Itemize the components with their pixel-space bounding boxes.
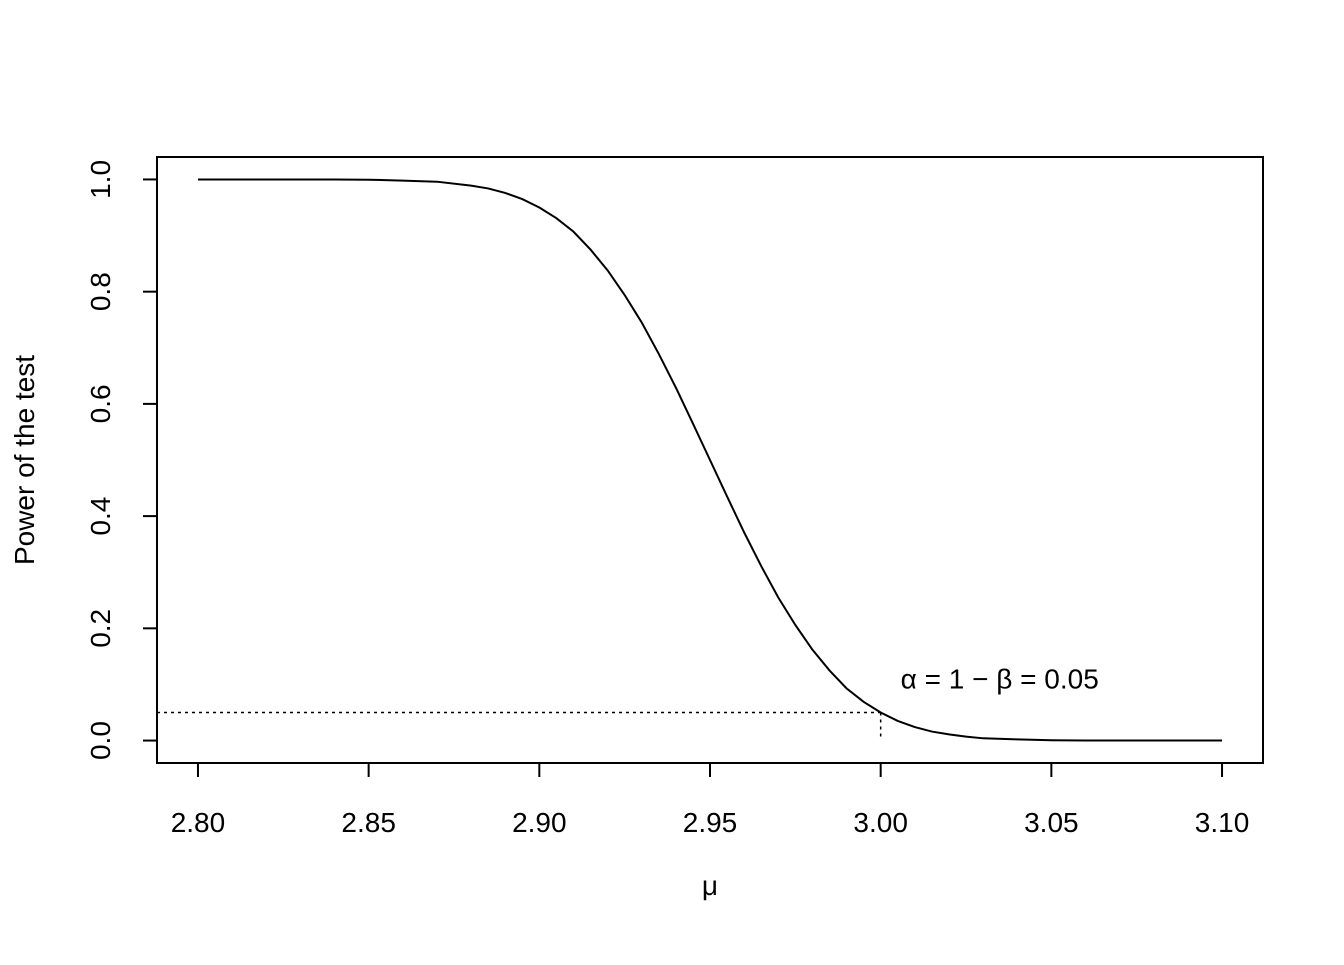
y-tick-label: 0.2: [85, 609, 116, 648]
y-tick-label: 0.8: [85, 272, 116, 311]
x-tick-label: 3.00: [853, 807, 908, 838]
y-tick-label: 1.0: [85, 160, 116, 199]
x-tick-label: 3.10: [1195, 807, 1250, 838]
x-tick-label: 3.05: [1024, 807, 1079, 838]
x-tick-label: 2.80: [171, 807, 226, 838]
x-tick-label: 2.90: [512, 807, 567, 838]
x-tick-label: 2.95: [683, 807, 738, 838]
y-tick-label: 0.6: [85, 384, 116, 423]
annotation: α = 1 − β = 0.05: [901, 664, 1099, 695]
y-axis-label: Power of the test: [9, 355, 40, 565]
y-tick-label: 0.4: [85, 497, 116, 536]
x-tick-label: 2.85: [341, 807, 396, 838]
x-axis-label: μ: [702, 870, 718, 901]
power-curve: [197, 178, 1223, 742]
y-tick-label: 0.0: [85, 721, 116, 760]
